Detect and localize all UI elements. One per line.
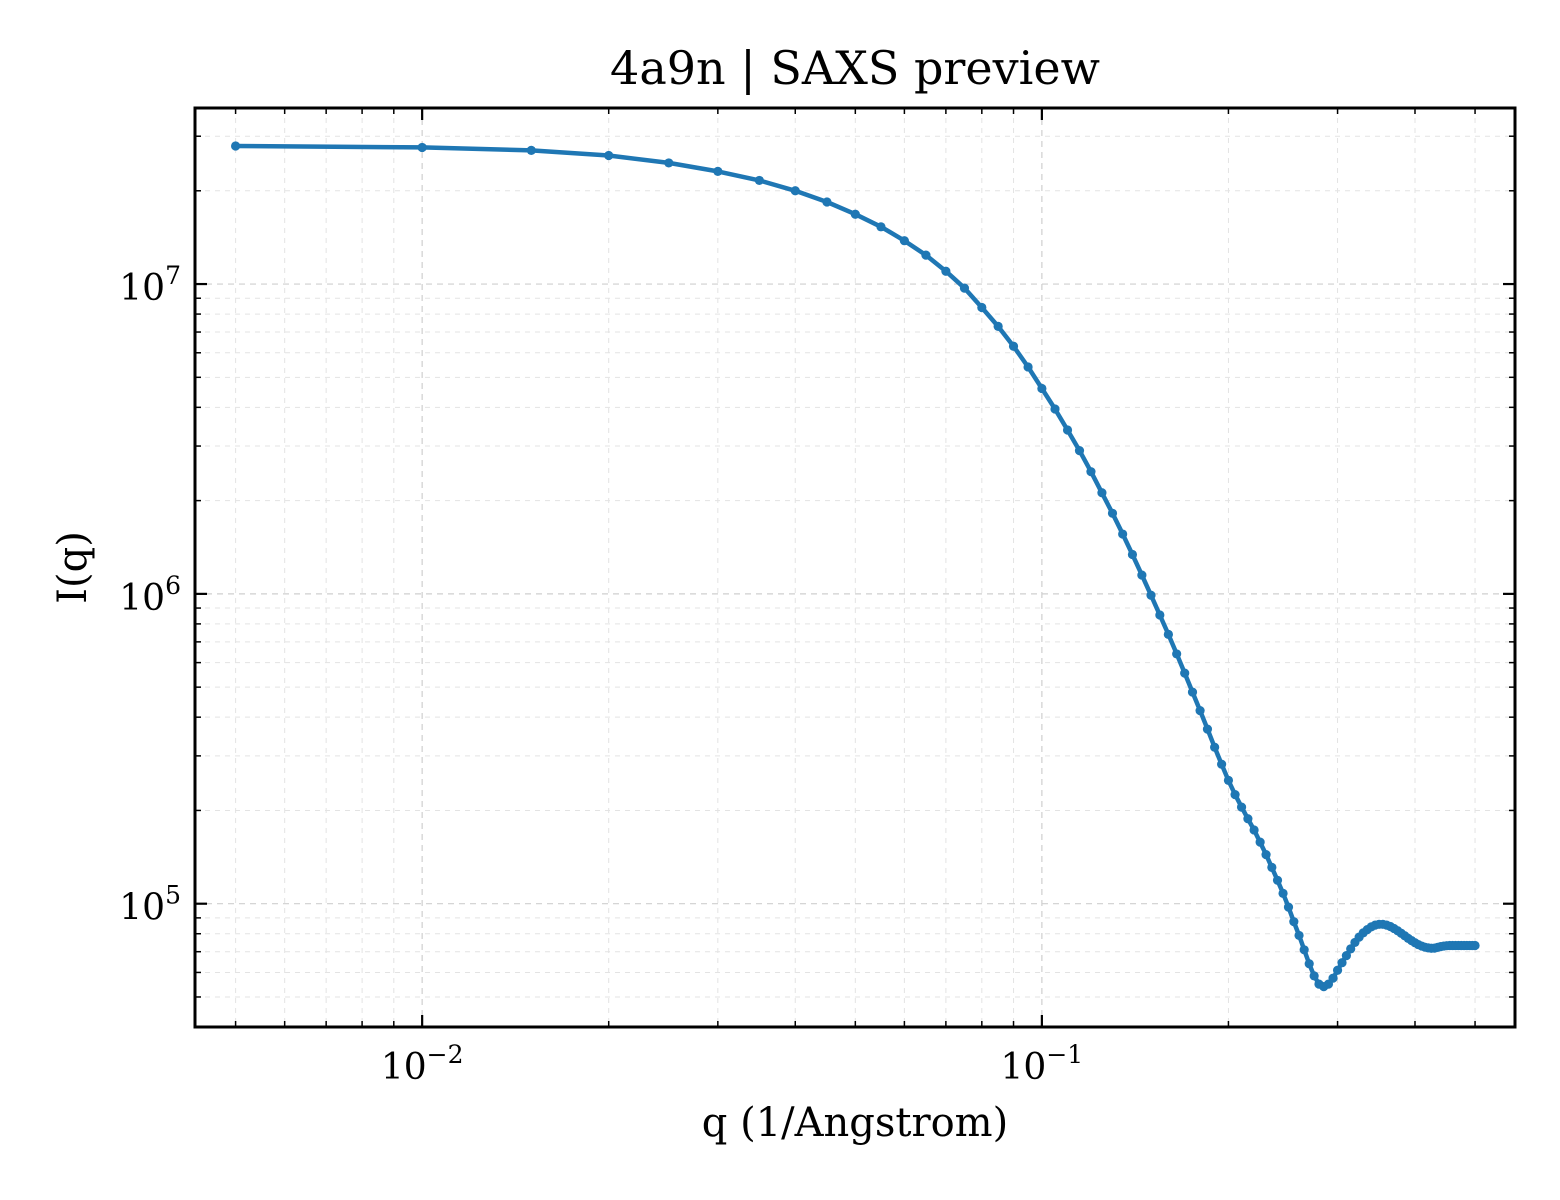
- y-tick-label: 105: [119, 881, 181, 929]
- data-point: [1086, 467, 1096, 477]
- y-axis-label: I(q): [50, 531, 96, 604]
- x-tick-label: 10−1: [1001, 1040, 1084, 1088]
- data-point: [1163, 629, 1173, 639]
- axis-ticks: [195, 108, 1515, 1028]
- data-point: [1180, 668, 1190, 678]
- data-point: [417, 142, 427, 153]
- data-point: [1337, 958, 1347, 968]
- data-point: [1146, 590, 1156, 600]
- data-point: [526, 145, 536, 155]
- data-point: [1267, 862, 1277, 872]
- data-point: [1341, 951, 1351, 961]
- data-point: [1097, 488, 1107, 498]
- data-point: [1023, 362, 1033, 372]
- data-point: [1137, 570, 1147, 580]
- data-point: [1195, 706, 1205, 716]
- data-point: [1217, 759, 1227, 769]
- data-point: [1309, 971, 1319, 981]
- data-point: [1008, 341, 1019, 351]
- data-point: [1294, 930, 1304, 941]
- data-point: [1187, 687, 1198, 697]
- data-point: [1230, 789, 1240, 800]
- data-point: [1261, 850, 1271, 860]
- data-point: [1050, 404, 1060, 414]
- data-point: [1172, 649, 1182, 659]
- data-point: [1127, 549, 1138, 560]
- data-point: [1074, 446, 1085, 456]
- data-point: [977, 302, 987, 313]
- x-axis-label: q (1/Angstrom): [702, 1100, 1008, 1146]
- data-point: [1470, 940, 1480, 951]
- data-point: [1255, 837, 1265, 847]
- data-point: [1328, 973, 1338, 983]
- data-point: [1062, 425, 1073, 435]
- data-point: [713, 166, 723, 176]
- data-point: [664, 158, 674, 168]
- data-point: [1210, 742, 1220, 752]
- data-point: [1202, 724, 1213, 734]
- data-point: [993, 321, 1003, 331]
- grid: [195, 108, 1515, 1028]
- data-point: [850, 209, 860, 219]
- data-point: [1107, 508, 1118, 518]
- x-tick-label: 10−2: [381, 1040, 464, 1088]
- data-point: [921, 250, 931, 260]
- chart-title: 4a9n | SAXS preview: [610, 41, 1100, 95]
- y-tick-label: 106: [119, 571, 181, 619]
- data-point: [1278, 888, 1288, 898]
- data-point: [1304, 959, 1314, 969]
- data-point: [941, 266, 951, 276]
- data-point: [1118, 529, 1128, 539]
- data-point: [230, 141, 241, 151]
- data-point: [822, 197, 832, 207]
- data-point: [1037, 383, 1047, 394]
- data-point: [1243, 814, 1253, 824]
- data-point: [1272, 875, 1283, 885]
- data-point: [899, 236, 909, 246]
- data-point: [1332, 965, 1343, 975]
- data-point: [1155, 610, 1165, 620]
- series-layer: [230, 141, 1480, 992]
- data-point: [1289, 917, 1299, 927]
- tick-labels: 10−2 10−1 105 106 107: [119, 261, 1083, 1088]
- data-point: [1236, 802, 1247, 812]
- data-point: [604, 150, 614, 161]
- data-point: [1283, 902, 1294, 912]
- data-point: [1299, 945, 1309, 955]
- data-point: [1223, 775, 1234, 786]
- data-point: [1249, 825, 1259, 835]
- data-point: [959, 283, 970, 293]
- data-point: [790, 186, 800, 196]
- data-point: [876, 222, 886, 232]
- data-point: [754, 175, 764, 186]
- y-tick-label: 107: [119, 261, 181, 309]
